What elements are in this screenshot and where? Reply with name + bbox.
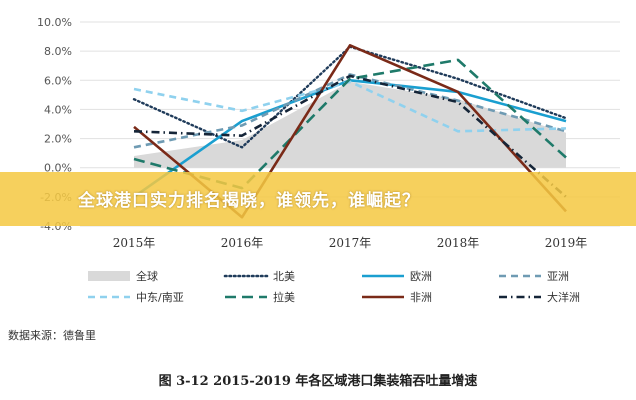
y-tick-label: 10.0% [37,16,72,29]
legend-label: 北美 [273,270,295,283]
x-axis-ticks: 2015年 2016年 2017年 2018年 2019年 [113,236,588,250]
x-tick-label: 2015年 [113,236,156,250]
legend-label: 欧洲 [410,270,432,283]
legend-label: 拉美 [273,290,295,304]
y-tick-label: 2.0% [44,133,72,146]
x-tick-label: 2018年 [437,236,480,250]
x-tick-label: 2019年 [545,236,588,250]
y-tick-label: 0.0% [44,162,72,175]
y-tick-label: 4.0% [44,103,72,116]
y-tick-label: 6.0% [44,74,72,87]
legend-label: 大洋洲 [547,290,580,304]
legend-label: 亚洲 [547,270,569,283]
source-note: 数据来源：德鲁里 [8,329,96,342]
legend-label: 全球 [136,269,158,283]
series-line-大洋洲 [133,74,567,198]
y-tick-label: 8.0% [44,45,72,58]
series-line-亚洲 [133,73,567,149]
banner-title: 全球港口实力排名揭晓，谁领先，谁崛起？ [78,191,420,211]
title-banner [0,172,636,226]
figure-caption: 图 3-12 2015-2019 年各区域港口集装箱吞吐量增速 [158,374,478,389]
legend-label: 中东/南亚 [136,291,184,304]
x-tick-label: 2017年 [329,236,372,250]
x-tick-label: 2016年 [221,236,264,250]
legend-label: 非洲 [410,291,432,304]
legend-swatch [88,271,130,281]
